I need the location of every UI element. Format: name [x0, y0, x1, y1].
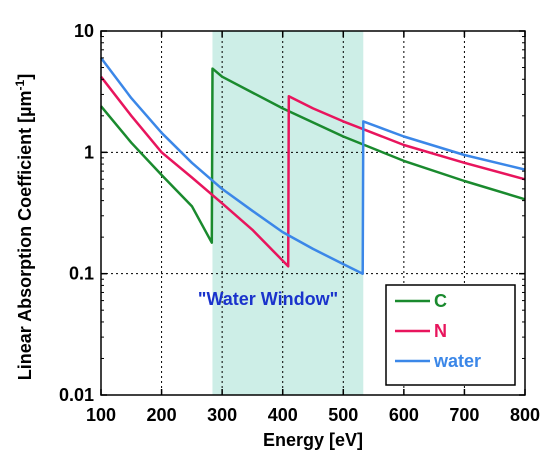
series-line-water — [100, 57, 526, 275]
y-axis-title-main: Linear Absorption Coefficient [ — [15, 117, 35, 380]
y-tick-label: 0.01 — [59, 385, 94, 405]
y-tick-label: 0.1 — [69, 264, 94, 284]
x-tick-label: 200 — [147, 405, 177, 425]
water-window-annotation: "Water Window" — [198, 289, 338, 309]
gridlines — [101, 31, 525, 395]
series-layer — [100, 57, 526, 275]
x-tick-label: 300 — [207, 405, 237, 425]
y-axis-title-unit: µm — [15, 90, 35, 116]
x-tick-label: 800 — [510, 405, 540, 425]
x-tick-label: 500 — [328, 405, 358, 425]
y-tick-label: 10 — [74, 21, 94, 41]
tick-layer: 100 200 300 400 500 600 700 800 0.01 0.1 1 10 — [59, 21, 540, 425]
legend-label-N: N — [434, 321, 447, 341]
y-axis-title: Linear Absorption Coefficient [µm-1] — [13, 74, 35, 380]
legend-label-C: C — [434, 291, 447, 311]
x-tick-label: 600 — [389, 405, 419, 425]
y-axis-title-exp: -1 — [13, 79, 27, 90]
x-axis-title: Energy [eV] — [263, 430, 363, 450]
series-line-N — [100, 75, 526, 268]
series-line-C — [100, 67, 526, 244]
legend-label-water: water — [433, 351, 481, 371]
x-tick-label: 100 — [86, 405, 116, 425]
plot-frame — [100, 30, 526, 396]
y-tick-label: 1 — [84, 142, 94, 162]
y-axis-title-close: ] — [15, 74, 35, 80]
x-tick-label: 700 — [449, 405, 479, 425]
x-tick-label: 400 — [268, 405, 298, 425]
